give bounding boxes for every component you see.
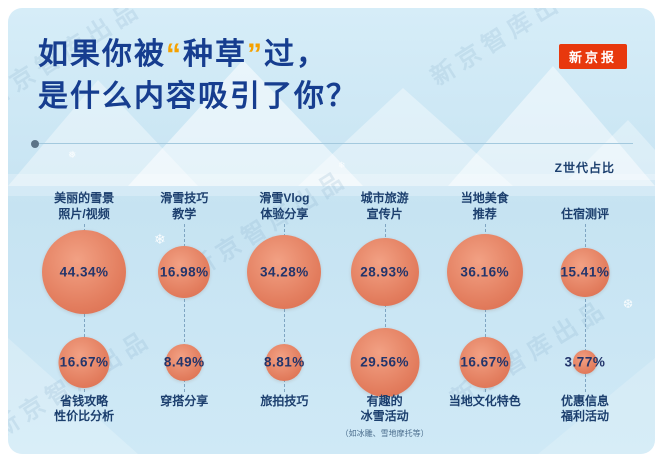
chart-column: 美丽的雪景 照片/视频 44.34% 16.67% 省钱攻略 性价比分析 (34, 178, 134, 450)
top-bubble (158, 246, 211, 298)
category-note: （如冰雕、雪地摩托等） (340, 429, 429, 438)
divider-line (31, 140, 633, 148)
chart-column: 滑雪Vlog 体验分享 34.28% 8.81% 旅拍技巧 (234, 178, 334, 450)
bottom-value: 8.81% (264, 354, 305, 370)
title-line-2: 是什么内容吸引了你？ (38, 80, 358, 113)
chart-column: 滑雪技巧 教学 16.98% 8.49% 穿搭分享 (134, 178, 234, 450)
snowflake-icon: ❄ (338, 160, 346, 170)
bottom-value: 16.67% (59, 354, 109, 370)
title-highlight: 种草 (183, 38, 247, 71)
bottom-category-label: 优惠信息 福利活动 (560, 394, 609, 424)
top-value: 36.16% (460, 264, 510, 280)
page-title: 如果你被“种草”过， 是什么内容吸引了你？ (38, 34, 358, 118)
top-bubble (350, 238, 419, 306)
bottom-value: 29.56% (360, 354, 409, 370)
chart-column: 当地美食 推荐 36.16% 16.67% 当地文化特色 (435, 178, 535, 450)
top-value: 16.98% (159, 264, 209, 280)
chart-column: 城市旅游 宣传片 28.93% 29.56% 有趣的 冰雪活动 （如冰雕、雪地摩托等… (335, 178, 435, 450)
infographic-canvas: ❄ ❄ ❅ ❆ ❄ 新京智库出品 新京智库出品 新京智库出品 新京智库出品 新京… (8, 8, 655, 454)
divider-dot (31, 140, 39, 148)
top-category-label: 美丽的雪景 照片/视频 (54, 191, 115, 221)
connector-line (184, 224, 186, 392)
bottom-category-label: 穿搭分享 (160, 394, 209, 408)
top-category-label: 滑雪技巧 教学 (160, 191, 209, 221)
legend-label: Z世代占比 (554, 161, 615, 175)
snowflake-icon: ❅ (68, 150, 76, 161)
top-value: 28.93% (360, 264, 409, 280)
top-category-label: 城市旅游 宣传片 (360, 191, 409, 221)
title-line-1: 如果你被“种草”过， (38, 38, 328, 71)
bottom-value: 3.77% (564, 354, 606, 370)
bottom-bubble (58, 336, 110, 388)
top-category-label: 当地美食 推荐 (460, 191, 509, 221)
bubble-columns: 美丽的雪景 照片/视频 44.34% 16.67% 省钱攻略 性价比分析 滑雪技巧教… (34, 178, 635, 450)
connector-line (384, 224, 386, 392)
top-value: 15.41% (560, 264, 610, 280)
top-value: 34.28% (260, 264, 309, 280)
top-category-label: 滑雪Vlog 体验分享 (259, 191, 310, 221)
bottom-value: 16.67% (460, 354, 510, 370)
connector-line (584, 224, 586, 392)
top-bubble (560, 247, 610, 297)
brand-badge: 新京报 (558, 44, 627, 69)
chart-column: 住宿测评 15.41% 3.77% 优惠信息 福利活动 (535, 178, 635, 450)
bottom-bubble (165, 343, 203, 381)
bottom-category-label: 旅拍技巧 (260, 394, 309, 408)
bottom-category-label: 当地文化特色 (448, 394, 521, 408)
top-bubble (42, 230, 127, 314)
top-category-label: 住宿测评 (560, 206, 609, 221)
top-bubble (247, 235, 322, 309)
bottom-bubble (350, 327, 420, 397)
top-bubble (446, 234, 523, 310)
bottom-category-label: 省钱攻略 性价比分析 (54, 394, 115, 424)
top-value: 44.34% (59, 264, 109, 280)
bottom-category-label: 有趣的 冰雪活动 (360, 394, 409, 424)
quote-open: “ (166, 38, 183, 71)
bottom-bubble (572, 350, 597, 374)
quote-close: ” (247, 38, 264, 71)
bottom-value: 8.49% (163, 354, 205, 370)
bottom-bubble (265, 343, 303, 381)
bottom-bubble (459, 336, 511, 388)
